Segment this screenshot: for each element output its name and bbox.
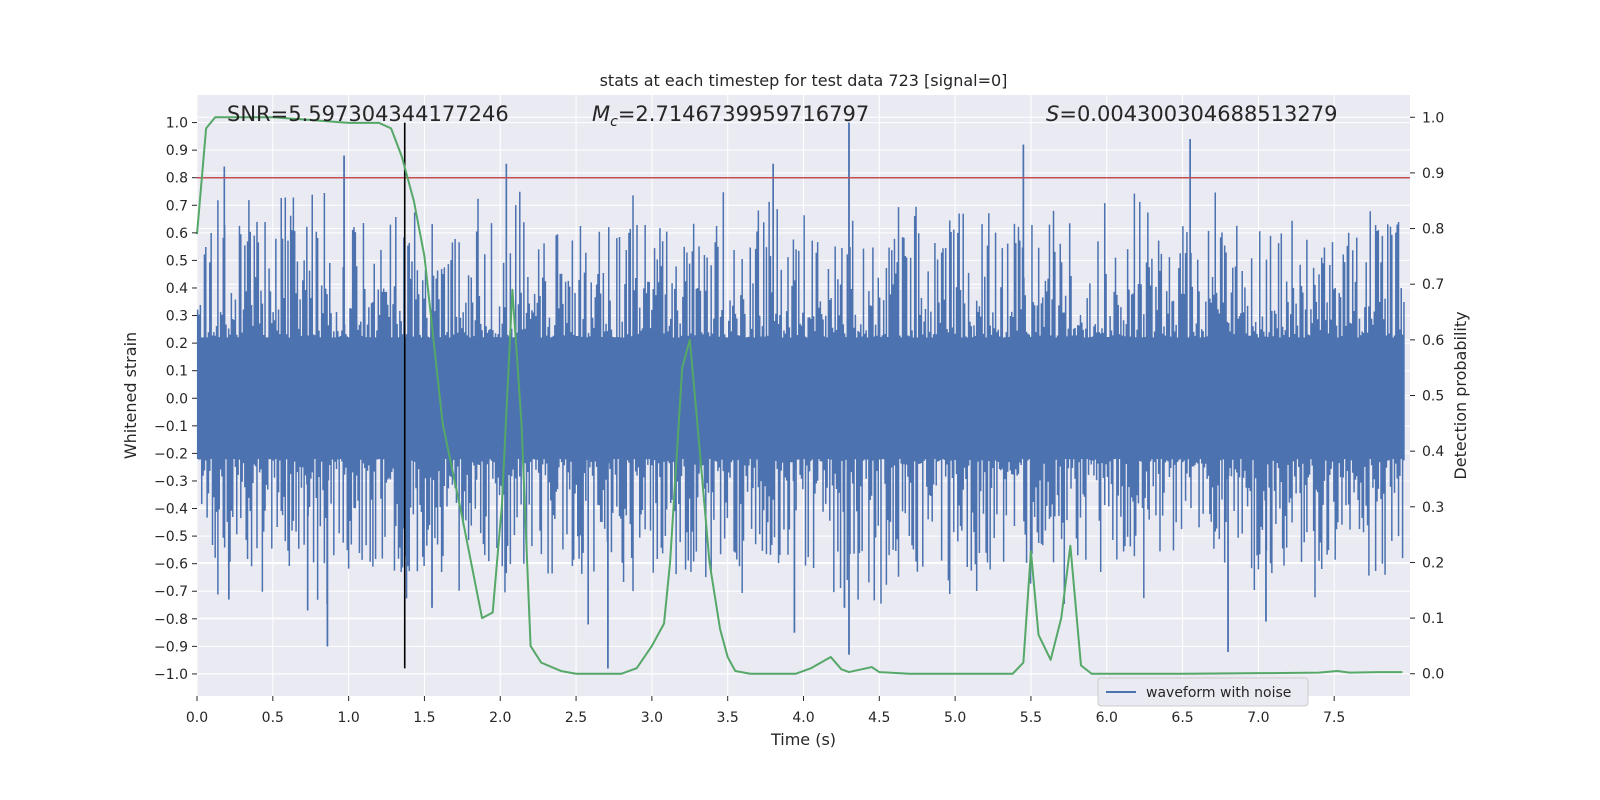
x-tick-label-2: 1.0 xyxy=(337,710,359,726)
detection-probability-line xyxy=(196,116,1403,675)
y-tick-label-20: −1.0 xyxy=(154,667,188,683)
annotation-s-number: =0.004300304688513279 xyxy=(1059,102,1337,126)
annotation-s-value: S=0.004300304688513279 xyxy=(1046,102,1337,126)
y-tick-label-16: −0.6 xyxy=(154,557,188,573)
y-tick-label-0: 1.0 xyxy=(166,116,188,132)
y2-tick-label-7: 0.3 xyxy=(1422,500,1444,516)
y-tick-label-15: −0.5 xyxy=(154,529,188,545)
y-tick-label-4: 0.6 xyxy=(166,226,188,242)
y-tick-label-11: −0.1 xyxy=(154,419,188,435)
x-tick-label-15: 7.5 xyxy=(1323,710,1345,726)
y-tick-label-10: 0.0 xyxy=(166,391,188,407)
x-tick-label-13: 6.5 xyxy=(1171,710,1193,726)
x-tick-label-8: 4.0 xyxy=(792,710,814,726)
x-tick-label-14: 7.0 xyxy=(1247,710,1269,726)
x-tick-label-0: 0.0 xyxy=(186,710,208,726)
y-tick-label-1: 0.9 xyxy=(166,143,188,159)
y2-tick-label-9: 0.1 xyxy=(1422,611,1444,627)
y-tick-label-2: 0.8 xyxy=(166,171,188,187)
x-axis-label: Time (s) xyxy=(770,730,836,749)
x-tick-label-10: 5.0 xyxy=(944,710,966,726)
y2-tick-label-5: 0.5 xyxy=(1422,389,1444,405)
y-tick-label-7: 0.3 xyxy=(166,309,188,325)
y-tick-label-8: 0.2 xyxy=(166,336,188,352)
x-tick-label-4: 2.0 xyxy=(489,710,511,726)
annotation-chirp-mass-subscript: c xyxy=(610,114,618,130)
x-tick-label-3: 1.5 xyxy=(413,710,435,726)
y-tick-label-18: −0.8 xyxy=(154,612,188,628)
x-tick-label-9: 4.5 xyxy=(868,710,890,726)
y2-tick-label-0: 1.0 xyxy=(1422,110,1444,126)
y-axis-label: Whitened strain xyxy=(121,332,140,459)
y-tick-label-9: 0.1 xyxy=(166,364,188,380)
y-tick-label-17: −0.7 xyxy=(154,584,188,600)
y2-tick-label-3: 0.7 xyxy=(1422,277,1444,293)
x-tick-label-5: 2.5 xyxy=(565,710,587,726)
y2-tick-label-8: 0.2 xyxy=(1422,555,1444,571)
y2-tick-label-2: 0.8 xyxy=(1422,222,1444,238)
legend-box xyxy=(1097,677,1309,707)
legend-label-waveform: waveform with noise xyxy=(1146,685,1291,701)
axis-ticks: 0.0 0.5 1.0 1.5 2.0 2.5 3.0 3.5 4.0 4.5 5.0 5.5 6.0 6… xyxy=(154,110,1444,726)
x-tick-label-1: 0.5 xyxy=(262,710,284,726)
series-detection-probability xyxy=(196,116,1403,675)
y-tick-label-19: −0.9 xyxy=(154,639,188,655)
y2-tick-label-4: 0.6 xyxy=(1422,333,1444,349)
y-tick-label-12: −0.2 xyxy=(154,446,188,462)
overlay-lines xyxy=(197,122,1410,669)
y-tick-label-5: 0.5 xyxy=(166,253,188,269)
y2-tick-label-10: 0.0 xyxy=(1422,667,1444,683)
y2-axis-label: Detection probability xyxy=(1451,311,1470,479)
x-tick-label-6: 3.0 xyxy=(641,710,663,726)
y-tick-label-13: −0.3 xyxy=(154,474,188,490)
x-tick-label-12: 6.0 xyxy=(1096,710,1118,726)
x-tick-label-11: 5.5 xyxy=(1020,710,1042,726)
annotation-chirp-mass: Mc=2.7146739959716797 xyxy=(592,102,869,130)
annotation-snr: SNR=5.597304344177246 xyxy=(227,102,509,126)
annotation-chirp-mass-symbol: M xyxy=(592,102,610,126)
series-waveform-with-noise xyxy=(196,122,1405,669)
x-tick-label-7: 3.5 xyxy=(717,710,739,726)
y2-tick-label-1: 0.9 xyxy=(1422,166,1444,182)
y2-tick-label-6: 0.4 xyxy=(1422,444,1444,460)
y-tick-label-14: −0.4 xyxy=(154,502,188,518)
annotation-s-symbol: S xyxy=(1046,102,1059,126)
y-tick-label-6: 0.4 xyxy=(166,281,188,297)
chart-title: stats at each timestep for test data 723… xyxy=(600,71,1008,90)
legend: waveform with noise xyxy=(1097,677,1309,707)
y-tick-label-3: 0.7 xyxy=(166,198,188,214)
annotation-chirp-mass-value: =2.7146739959716797 xyxy=(618,102,869,126)
